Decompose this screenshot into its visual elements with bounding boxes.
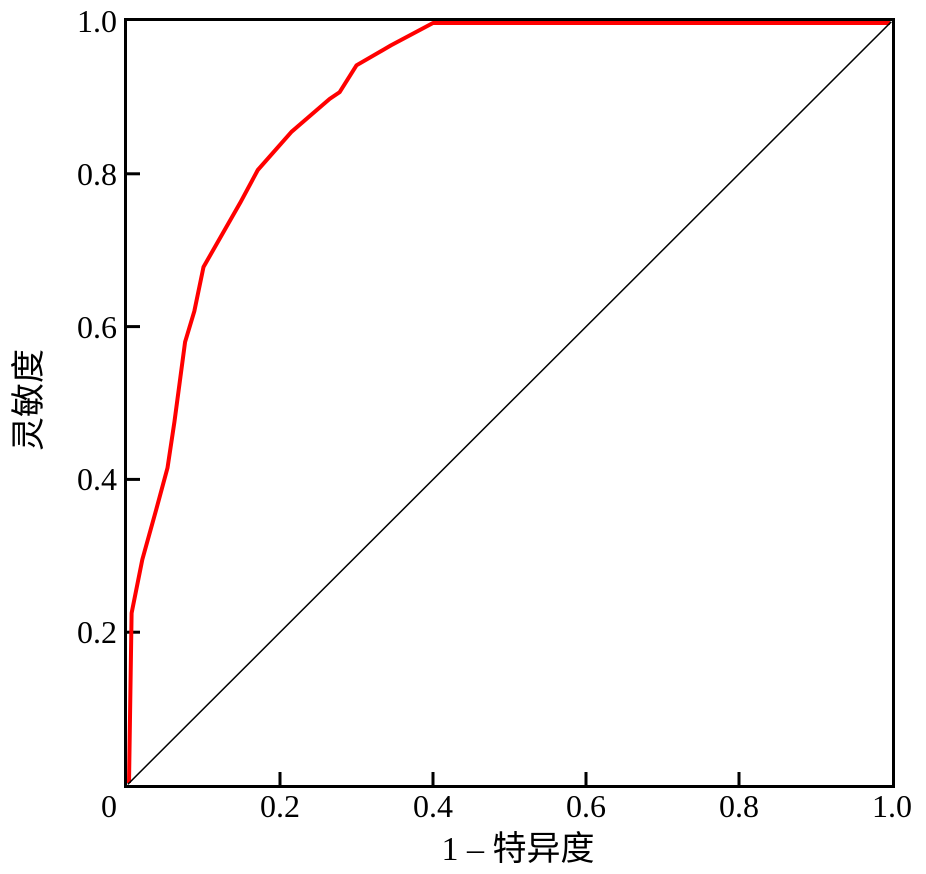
y-axis-title: 灵敏度 bbox=[11, 349, 48, 451]
x-tick-label: 0.6 bbox=[566, 788, 606, 824]
y-tick-label: 0.4 bbox=[77, 461, 117, 498]
x-tick-label: 0.4 bbox=[413, 788, 453, 824]
series-lines bbox=[127, 21, 892, 785]
y-tick-label: 0.8 bbox=[77, 155, 117, 192]
y-tick-label: 1.0 bbox=[77, 3, 117, 39]
tick-marks bbox=[127, 172, 741, 785]
y-tick-label: 0.6 bbox=[77, 308, 117, 345]
roc-curve-line bbox=[127, 21, 890, 784]
reference-diagonal-line bbox=[127, 21, 892, 785]
plot-area bbox=[124, 18, 895, 788]
x-axis-title: 1 – 特异度 bbox=[441, 831, 595, 868]
plot-svg bbox=[127, 21, 892, 785]
x-tick-label: 0 bbox=[101, 788, 117, 824]
x-tick-label: 0.2 bbox=[260, 788, 300, 824]
x-tick-label: 0.8 bbox=[719, 788, 759, 824]
y-tick-label: 0.2 bbox=[77, 614, 117, 651]
x-tick-label: 1.0 bbox=[872, 788, 912, 824]
